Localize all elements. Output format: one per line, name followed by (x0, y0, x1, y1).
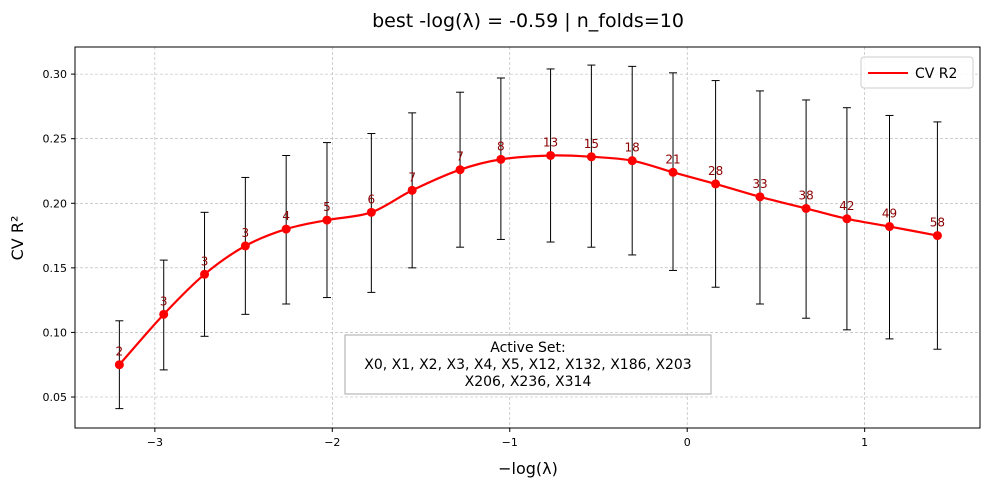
point-label: 58 (930, 216, 945, 230)
point-label: 7 (408, 170, 416, 184)
data-point (114, 360, 124, 370)
data-point (281, 224, 291, 234)
data-point (546, 150, 556, 160)
data-points (114, 150, 942, 370)
y-tick-label: 0.15 (43, 262, 68, 275)
data-point (240, 241, 250, 251)
active-set-line-1: X0, X1, X2, X3, X4, X5, X12, X132, X186,… (364, 357, 691, 373)
y-tick-label: 0.10 (43, 326, 68, 339)
data-point (801, 203, 811, 213)
data-point (586, 152, 596, 162)
x-tick-label: 0 (684, 436, 691, 449)
axes-frame (74, 46, 981, 429)
point-label: 15 (584, 137, 599, 151)
legend-entry-cv-r2: CV R2 (915, 66, 957, 82)
point-label: 21 (665, 152, 680, 166)
point-label: 3 (242, 226, 250, 240)
point-label: 28 (708, 164, 723, 178)
point-label: 4 (282, 209, 290, 223)
ticks: −3 −2 −1 0 1 0.05 0.10 0.15 0.20 0.25 0.30 (43, 68, 869, 449)
x-tick-label: −1 (502, 436, 518, 449)
active-set-title: Active Set: (490, 340, 565, 356)
series-line-cv-r2 (118, 154, 938, 366)
data-point (455, 165, 465, 175)
active-set-frame (344, 334, 712, 395)
chart-title: best -log(λ) = -0.59 | n_folds=10 (372, 10, 684, 32)
point-label: 13 (543, 135, 558, 149)
legend-frame (860, 56, 974, 89)
grid (75, 47, 980, 428)
point-label: 3 (201, 254, 209, 268)
point-label: 6 (368, 192, 376, 206)
y-tick-label: 0.05 (43, 391, 68, 404)
y-tick-label: 0.25 (43, 133, 68, 146)
y-tick-label: 0.20 (43, 197, 68, 210)
data-point (755, 192, 765, 202)
point-label: 2 (116, 345, 124, 359)
data-point (842, 214, 852, 224)
point-label: 8 (497, 139, 505, 153)
point-label: 49 (882, 207, 897, 221)
data-point (159, 309, 169, 319)
data-point (322, 215, 332, 225)
data-point (496, 154, 506, 164)
data-point (366, 207, 376, 217)
x-axis-label: −log(λ) (498, 459, 558, 478)
point-label: 3 (160, 294, 168, 308)
active-set-line-2: X206, X236, X314 (465, 374, 592, 390)
point-label: 33 (752, 177, 767, 191)
y-axis-label: CV R² (8, 216, 27, 261)
x-tick-label: −2 (324, 436, 340, 449)
legend: CV R2 (860, 56, 974, 89)
point-label: 7 (456, 150, 464, 164)
y-tick-label: 0.30 (43, 68, 68, 81)
point-label: 18 (625, 141, 640, 155)
x-tick-label: 1 (861, 436, 868, 449)
point-label: 5 (323, 200, 331, 214)
data-point (885, 222, 894, 232)
point-label: 38 (798, 188, 813, 202)
data-point (932, 231, 942, 241)
active-set-box: Active Set: X0, X1, X2, X3, X4, X5, X12,… (344, 334, 712, 395)
data-point (627, 156, 637, 166)
data-point (200, 269, 210, 279)
x-tick-label: −3 (147, 436, 163, 449)
series-line-group (118, 154, 938, 366)
data-point (711, 179, 721, 189)
data-point (407, 185, 417, 195)
point-label: 42 (839, 199, 854, 213)
data-point (668, 167, 678, 177)
